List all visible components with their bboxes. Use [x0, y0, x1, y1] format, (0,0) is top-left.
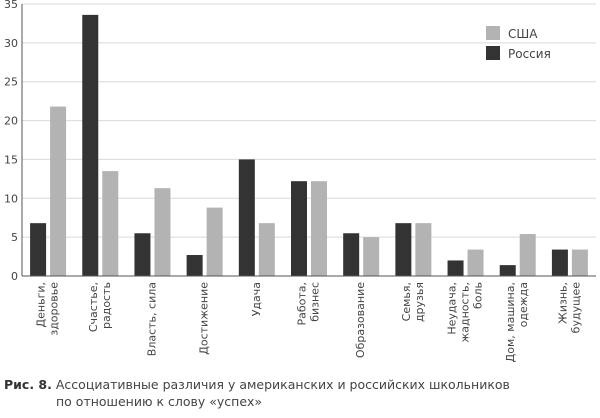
x-tick-label: Власть, сила [145, 282, 158, 356]
x-tick-label: Образование [354, 282, 367, 358]
x-tick-label-line: Работа, [296, 282, 309, 326]
bar-usa [415, 223, 432, 276]
x-tick-label-line: жадность, [459, 282, 472, 343]
figure-caption: Рис. 8. Ассоциативные различия у америка… [4, 376, 596, 410]
x-tick-labels: Деньги, здоровье Счастье, радость Власть, си… [35, 282, 583, 363]
bar-usa [206, 207, 223, 276]
bar-russia [291, 181, 307, 276]
x-tick-label-line: друзья [413, 282, 426, 322]
y-tick-label: 5 [11, 231, 18, 244]
x-tick-label-line: боль [472, 282, 485, 309]
x-tick-label: Достижение [198, 282, 211, 355]
x-tick-label-line: одежда [517, 282, 530, 327]
x-tick-label-line: Счастье, [87, 282, 100, 332]
bar-russia [499, 265, 516, 276]
y-tick-label: 25 [4, 76, 18, 89]
bar-russia [30, 223, 47, 276]
x-tick-label-line: Удача [250, 282, 263, 316]
x-tick-label-line: Неудача, [446, 282, 459, 335]
legend-label: Россия [508, 47, 551, 61]
figure-label: Рис. 8. [4, 377, 52, 392]
bar-russia [82, 14, 99, 276]
bar-russia [134, 233, 151, 276]
x-tick-label-line: здоровье [48, 282, 61, 336]
bar-russia [447, 260, 464, 276]
bar-russia [186, 255, 203, 276]
x-tick-label: Удача [250, 282, 263, 316]
y-tick-label: 15 [4, 153, 18, 166]
x-tick-label-line: будущее [569, 282, 582, 334]
bar-usa [50, 106, 67, 276]
x-tick-label: Работа, бизнес [296, 282, 322, 326]
x-tick-label-line: Семья, [400, 282, 413, 321]
bar-russia [343, 233, 360, 276]
x-tick-label-line: Дом, машина, [504, 282, 517, 362]
x-tick-label-line: Образование [354, 282, 367, 358]
x-tick-label: Счастье, радость [87, 282, 113, 332]
bar-russia [238, 159, 255, 276]
x-tick-label: Семья, друзья [400, 282, 426, 322]
caption-line-1: Ассоциативные различия у американских и … [55, 377, 510, 392]
x-tick-label-line: бизнес [309, 282, 322, 322]
bar-chart: 0 5 10 15 20 25 30 35 Деньги, здоровье Счастье, ра… [4, 0, 596, 363]
bar-usa [571, 249, 588, 276]
x-tick-label: Жизнь, будущее [556, 282, 582, 334]
x-tick-label-line: радость [100, 282, 113, 329]
legend-swatch [486, 46, 500, 60]
x-tick-label-line: Власть, сила [145, 282, 158, 356]
bar-usa [102, 171, 119, 276]
x-tick-label-line: Жизнь, [556, 282, 569, 324]
bar-usa [154, 188, 171, 276]
axes [21, 4, 596, 277]
y-tick-labels: 0 5 10 15 20 25 30 35 [4, 0, 18, 283]
bar-russia [395, 223, 412, 276]
y-tick-label: 0 [11, 270, 18, 283]
bars [30, 14, 588, 276]
bar-usa [467, 249, 484, 276]
x-tick-label-line: Достижение [198, 282, 211, 355]
legend-label: США [508, 27, 538, 41]
x-tick-label: Деньги, здоровье [35, 282, 61, 336]
x-tick-label: Дом, машина, одежда [504, 282, 530, 362]
bar-usa [519, 234, 536, 276]
x-tick-label: Неудача, жадность, боль [446, 282, 485, 343]
bar-russia [551, 249, 568, 276]
y-tick-label: 30 [4, 37, 18, 50]
legend: США Россия [486, 26, 551, 61]
y-tick-label: 10 [4, 192, 18, 205]
y-tick-label: 35 [4, 0, 18, 11]
y-tick-label: 20 [4, 115, 18, 128]
caption-line-2: по отношению к слову «успех» [56, 394, 263, 409]
bar-usa [363, 237, 380, 276]
bar-usa [258, 223, 275, 276]
legend-swatch [486, 26, 500, 40]
bar-usa [311, 181, 327, 276]
x-tick-label-line: Деньги, [35, 282, 48, 327]
